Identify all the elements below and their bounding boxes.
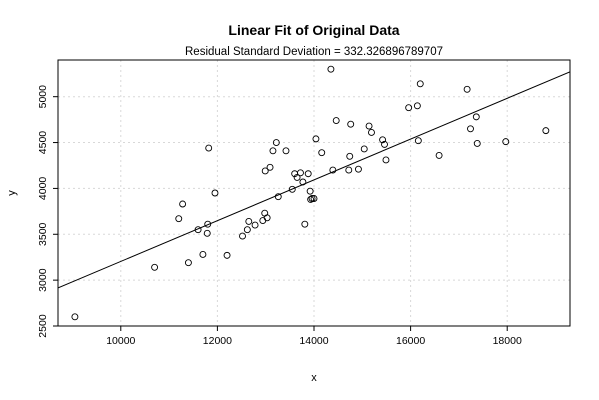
data-point <box>381 140 388 148</box>
data-point <box>301 220 309 228</box>
data-point <box>199 251 207 258</box>
data-point <box>310 195 318 202</box>
fit-line <box>58 71 570 289</box>
data-point <box>203 229 211 237</box>
data-point <box>306 187 314 195</box>
data-point <box>304 170 312 178</box>
data-point <box>368 129 375 136</box>
data-point <box>184 259 192 267</box>
axes: 10000 12000 14000 16000 18000 2500 3000 3500 400… <box>37 59 571 347</box>
data-point <box>379 136 387 144</box>
y-tick-label: 5000 <box>37 85 49 109</box>
data-point <box>416 80 424 88</box>
data-point <box>360 145 368 153</box>
data-point <box>327 65 335 73</box>
data-point <box>345 166 353 174</box>
data-point <box>307 195 315 203</box>
x-tick-label: 18000 <box>493 335 522 347</box>
data-point <box>405 104 413 112</box>
data-points <box>71 65 550 321</box>
data-point <box>542 127 550 135</box>
data-point <box>329 166 337 174</box>
data-point <box>274 193 282 201</box>
data-point <box>205 144 213 152</box>
data-point <box>211 189 219 197</box>
y-tick-label: 4000 <box>37 177 49 201</box>
data-point <box>502 138 510 146</box>
data-point <box>312 135 320 143</box>
data-point <box>223 251 231 259</box>
data-point <box>259 217 267 224</box>
data-point <box>288 185 296 193</box>
data-point <box>382 156 390 164</box>
data-point <box>318 149 326 157</box>
data-point <box>269 147 277 155</box>
data-point <box>297 169 304 177</box>
data-point <box>354 165 362 173</box>
x-tick-label: 12000 <box>203 335 232 347</box>
x-tick-label: 14000 <box>299 335 328 347</box>
data-point <box>332 117 340 124</box>
data-point <box>414 137 422 145</box>
data-point <box>204 220 212 228</box>
data-point <box>472 113 480 121</box>
y-tick-label: 3000 <box>37 268 49 292</box>
data-point <box>346 152 354 160</box>
data-point <box>463 85 471 93</box>
data-point <box>251 221 259 229</box>
data-point <box>239 232 246 240</box>
data-point <box>282 147 290 155</box>
data-point <box>261 167 269 175</box>
y-tick-label: 3500 <box>37 222 49 246</box>
y-tick-label: 2500 <box>37 314 49 338</box>
data-point <box>263 214 271 222</box>
data-point <box>413 102 421 110</box>
grid <box>58 60 570 327</box>
chart-subtitle: Residual Standard Deviation = 332.326896… <box>185 46 443 58</box>
data-point <box>347 120 355 128</box>
y-tick-label: 4500 <box>37 131 49 155</box>
data-point <box>293 173 301 181</box>
data-point <box>473 140 481 147</box>
data-point <box>272 139 280 147</box>
data-point <box>435 151 443 159</box>
x-tick-label: 10000 <box>106 335 135 347</box>
data-point <box>71 313 79 321</box>
data-point <box>467 125 474 133</box>
data-point <box>243 226 251 234</box>
data-point <box>245 217 253 225</box>
data-point <box>151 263 159 271</box>
data-point <box>299 178 307 186</box>
data-point <box>175 215 183 223</box>
data-point <box>308 195 316 202</box>
data-point <box>194 226 202 234</box>
data-point <box>266 163 274 171</box>
x-axis-label: x <box>311 372 317 384</box>
fit-line-group <box>58 71 570 289</box>
data-point <box>179 200 187 208</box>
x-tick-label: 16000 <box>396 335 425 347</box>
y-axis-label: y <box>6 190 18 196</box>
data-point <box>261 209 269 217</box>
data-point <box>365 122 373 130</box>
chart-title: Linear Fit of Original Data <box>228 22 399 38</box>
